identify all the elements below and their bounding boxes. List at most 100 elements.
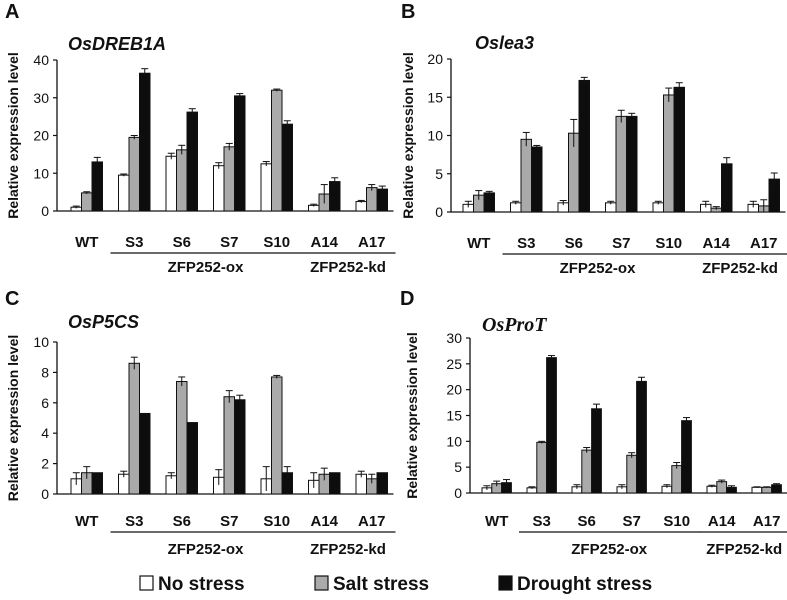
bar [223,146,235,212]
bar [329,472,341,495]
category-label: S3 [125,234,143,251]
legend-label: No stress [158,574,245,595]
category-label: A17 [358,234,386,251]
y-tick-label: 20 [33,128,49,144]
y-tick-label: 20 [427,51,443,67]
bar [139,412,151,495]
y-axis-label: Relative expression level [400,52,416,219]
y-tick-label: 40 [33,52,49,68]
bar [663,94,675,213]
category-label: S7 [220,234,238,251]
bar [213,165,225,212]
bar [128,136,140,212]
category-label: S3 [517,235,535,252]
panel-B: B Oslea3 Relative expression level 0 5 10 15 20… [400,1,787,277]
bar [376,472,388,495]
bar [176,381,188,495]
category-label: S6 [578,513,596,530]
bar [761,486,773,494]
y-tick-label: 0 [41,486,49,502]
category-label: A14 [702,235,730,252]
category-label: S10 [263,513,290,530]
bar [376,188,388,212]
category-label: S6 [173,513,191,530]
legend: No stress Salt stress Drought stress [139,574,652,595]
bar [546,357,557,494]
y-tick-label: 10 [33,334,49,350]
bar [271,89,283,212]
bar [128,362,140,495]
category-label: A17 [750,235,778,252]
chart-title: OsProT [482,314,547,336]
bar [234,95,246,212]
bar [91,161,103,212]
y-tick-label: 15 [427,89,443,105]
bar [355,201,367,212]
chart-title: OsP5CS [68,312,139,332]
category-label: S7 [612,235,630,252]
legend-swatch [314,575,329,591]
category-label: S10 [655,235,682,252]
group-label: ZFP252-kd [310,259,386,276]
panel-letter: A [5,1,19,23]
legend-label: Drought stress [517,574,652,595]
panel-letter: C [5,288,19,310]
y-axis-label: Relative expression level [5,52,21,219]
category-label: WT [485,513,508,530]
y-tick-label: 30 [33,90,49,106]
y-tick-label: 15 [446,408,462,424]
legend-swatch [498,575,513,591]
y-tick-label: 0 [435,204,443,220]
bar [260,163,272,212]
y-tick-label: 10 [446,433,462,449]
y-tick-label: 0 [454,485,462,501]
y-tick-label: 25 [446,356,462,372]
bar [721,163,733,213]
y-tick-label: 0 [41,203,49,219]
y-tick-label: 10 [427,128,443,144]
bar [671,465,683,494]
y-tick-label: 2 [41,456,49,472]
group-label: ZFP252-ox [560,260,637,277]
bar [186,111,198,212]
category-label: S6 [565,235,583,252]
panel-letter: D [400,288,414,310]
bar [681,420,692,494]
legend-swatch [139,575,154,591]
category-label: A17 [753,513,781,530]
chart-title: OsDREB1A [68,34,166,54]
bar [176,149,188,212]
category-label: S6 [173,234,191,251]
bar [165,155,177,212]
bar [626,454,638,494]
category-label: WT [467,235,490,252]
bar [716,481,728,494]
category-label: WT [75,234,98,251]
bar [578,79,590,213]
bar [271,376,283,495]
category-label: A17 [358,513,386,530]
category-label: S7 [623,513,641,530]
panel-A: A OsDREB1A Relative expression level 0 10 20 3… [5,1,396,276]
category-label: A14 [310,234,338,251]
bar [771,484,782,494]
category-label: S10 [263,234,290,251]
category-label: WT [75,513,98,530]
category-label: S7 [220,513,238,530]
bar [626,115,638,213]
y-tick-label: 6 [41,395,49,411]
y-tick-label: 30 [446,330,462,346]
bar [483,192,495,213]
group-label: ZFP252-kd [706,541,782,558]
bar [234,399,246,495]
group-label: ZFP252-kd [702,260,778,277]
bar [281,123,293,212]
chart-title: Oslea3 [475,33,534,53]
group-label: ZFP252-kd [310,541,386,558]
bar [636,380,647,494]
bar [531,146,543,213]
group-label: ZFP252-ox [571,541,648,558]
category-label: A14 [310,513,338,530]
bar [520,138,532,213]
